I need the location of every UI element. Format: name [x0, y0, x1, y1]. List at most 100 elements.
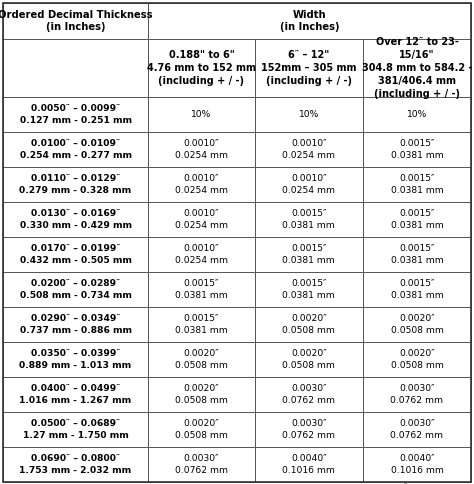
Text: Over 12″ to 23-
15/16"
304.8 mm to 584.2 -
381/406.4 mm
(including + / -): Over 12″ to 23- 15/16" 304.8 mm to 584.2…: [362, 37, 472, 99]
Bar: [255, 342, 363, 377]
Text: 0.0020″
0.0508 mm: 0.0020″ 0.0508 mm: [175, 349, 228, 370]
Text: 0.0010″
0.0254 mm: 0.0010″ 0.0254 mm: [175, 174, 228, 195]
Text: 10%: 10%: [191, 110, 211, 119]
Text: 0.0690″ – 0.0800″
1.753 mm - 2.032 mm: 0.0690″ – 0.0800″ 1.753 mm - 2.032 mm: [19, 454, 132, 475]
Text: 0.0015″
0.0381 mm: 0.0015″ 0.0381 mm: [175, 314, 228, 335]
Bar: [363, 342, 471, 377]
Text: 0.0040″
0.1016 mm: 0.0040″ 0.1016 mm: [391, 454, 443, 475]
Bar: [363, 97, 471, 132]
Text: 0.0015″
0.0381 mm: 0.0015″ 0.0381 mm: [175, 279, 228, 300]
Bar: [255, 377, 363, 412]
Text: 0.188" to 6"
4.76 mm to 152 mm
(including + / -): 0.188" to 6" 4.76 mm to 152 mm (includin…: [147, 50, 256, 86]
Bar: [255, 97, 363, 132]
Bar: [363, 377, 471, 412]
Text: 0.0500″ – 0.0689″
1.27 mm - 1.750 mm: 0.0500″ – 0.0689″ 1.27 mm - 1.750 mm: [23, 419, 128, 440]
Text: 0.0170″ – 0.0199″
0.432 mm - 0.505 mm: 0.0170″ – 0.0199″ 0.432 mm - 0.505 mm: [19, 244, 131, 265]
Text: 0.0110″ – 0.0129″
0.279 mm - 0.328 mm: 0.0110″ – 0.0129″ 0.279 mm - 0.328 mm: [19, 174, 132, 195]
Bar: [255, 447, 363, 482]
Text: 0.0020″
0.0508 mm: 0.0020″ 0.0508 mm: [283, 314, 335, 335]
Bar: [3, 447, 148, 482]
Bar: [3, 132, 148, 167]
Text: 0.0030″
0.0762 mm: 0.0030″ 0.0762 mm: [391, 419, 444, 440]
Bar: [3, 342, 148, 377]
Text: 6″ – 12"
152mm – 305 mm
(including + / -): 6″ – 12" 152mm – 305 mm (including + / -…: [261, 50, 356, 86]
Bar: [148, 132, 255, 167]
Text: 0.0015″
0.0381 mm: 0.0015″ 0.0381 mm: [283, 279, 335, 300]
Text: 0.0350″ – 0.0399″
0.889 mm - 1.013 mm: 0.0350″ – 0.0399″ 0.889 mm - 1.013 mm: [19, 349, 132, 370]
Bar: [148, 237, 255, 272]
Bar: [3, 202, 148, 237]
Bar: [148, 97, 255, 132]
Text: 0.0200″ – 0.0289″
0.508 mm - 0.734 mm: 0.0200″ – 0.0289″ 0.508 mm - 0.734 mm: [19, 279, 131, 300]
Text: Ordered Decimal Thickness
(in Inches): Ordered Decimal Thickness (in Inches): [0, 10, 153, 32]
Bar: [3, 3, 148, 39]
Bar: [255, 132, 363, 167]
Text: 10%: 10%: [407, 110, 427, 119]
Text: 0.0015″
0.0381 mm: 0.0015″ 0.0381 mm: [391, 279, 443, 300]
Bar: [363, 167, 471, 202]
Bar: [363, 39, 471, 97]
Text: 0.0400″ – 0.0499″
1.016 mm - 1.267 mm: 0.0400″ – 0.0499″ 1.016 mm - 1.267 mm: [19, 384, 132, 405]
Text: 0.0015″
0.0381 mm: 0.0015″ 0.0381 mm: [391, 209, 443, 230]
Text: 0.0010″
0.0254 mm: 0.0010″ 0.0254 mm: [175, 244, 228, 265]
Text: 0.0010″
0.0254 mm: 0.0010″ 0.0254 mm: [283, 174, 335, 195]
Text: 0.0030″
0.0762 mm: 0.0030″ 0.0762 mm: [283, 384, 335, 405]
Text: 0.0290″ – 0.0349″
0.737 mm - 0.886 mm: 0.0290″ – 0.0349″ 0.737 mm - 0.886 mm: [19, 314, 132, 335]
Text: 0.0015″
0.0381 mm: 0.0015″ 0.0381 mm: [283, 244, 335, 265]
Text: 0.0130″ – 0.0169″
0.330 mm - 0.429 mm: 0.0130″ – 0.0169″ 0.330 mm - 0.429 mm: [19, 209, 132, 230]
Bar: [3, 412, 148, 447]
Text: 0.0010″
0.0254 mm: 0.0010″ 0.0254 mm: [283, 139, 335, 160]
Text: 0.0010″
0.0254 mm: 0.0010″ 0.0254 mm: [175, 139, 228, 160]
Bar: [255, 237, 363, 272]
Bar: [148, 272, 255, 307]
Bar: [255, 272, 363, 307]
Bar: [363, 272, 471, 307]
Bar: [3, 167, 148, 202]
Bar: [255, 307, 363, 342]
Bar: [255, 412, 363, 447]
Bar: [148, 412, 255, 447]
Bar: [3, 97, 148, 132]
Text: 0.0030″
0.0762 mm: 0.0030″ 0.0762 mm: [391, 384, 444, 405]
Bar: [255, 202, 363, 237]
Bar: [363, 412, 471, 447]
Bar: [3, 237, 148, 272]
Text: ©2014 ChinaSavy: ©2014 ChinaSavy: [402, 483, 469, 484]
Bar: [363, 307, 471, 342]
Bar: [363, 237, 471, 272]
Text: 0.0100″ – 0.0109″
0.254 mm - 0.277 mm: 0.0100″ – 0.0109″ 0.254 mm - 0.277 mm: [19, 139, 132, 160]
Text: 0.0040″
0.1016 mm: 0.0040″ 0.1016 mm: [283, 454, 335, 475]
Text: 0.0020″
0.0508 mm: 0.0020″ 0.0508 mm: [391, 314, 443, 335]
Text: 0.0050″ – 0.0099″
0.127 mm - 0.251 mm: 0.0050″ – 0.0099″ 0.127 mm - 0.251 mm: [19, 104, 132, 125]
Bar: [148, 202, 255, 237]
Text: 10%: 10%: [299, 110, 319, 119]
Bar: [148, 377, 255, 412]
Bar: [255, 39, 363, 97]
Bar: [255, 167, 363, 202]
Bar: [363, 202, 471, 237]
Bar: [148, 39, 255, 97]
Text: 0.0015″
0.0381 mm: 0.0015″ 0.0381 mm: [391, 244, 443, 265]
Bar: [3, 272, 148, 307]
Bar: [363, 132, 471, 167]
Text: 0.0020″
0.0508 mm: 0.0020″ 0.0508 mm: [391, 349, 443, 370]
Text: Width
(in Inches): Width (in Inches): [280, 10, 339, 32]
Bar: [148, 3, 471, 39]
Bar: [148, 342, 255, 377]
Text: 0.0030″
0.0762 mm: 0.0030″ 0.0762 mm: [283, 419, 335, 440]
Bar: [3, 307, 148, 342]
Text: 0.0020″
0.0508 mm: 0.0020″ 0.0508 mm: [175, 384, 228, 405]
Bar: [3, 39, 148, 97]
Bar: [148, 447, 255, 482]
Bar: [3, 377, 148, 412]
Text: 0.0010″
0.0254 mm: 0.0010″ 0.0254 mm: [175, 209, 228, 230]
Bar: [363, 447, 471, 482]
Text: 0.0015″
0.0381 mm: 0.0015″ 0.0381 mm: [391, 174, 443, 195]
Bar: [148, 307, 255, 342]
Text: 0.0020″
0.0508 mm: 0.0020″ 0.0508 mm: [175, 419, 228, 440]
Text: 0.0015″
0.0381 mm: 0.0015″ 0.0381 mm: [283, 209, 335, 230]
Text: 0.0015″
0.0381 mm: 0.0015″ 0.0381 mm: [391, 139, 443, 160]
Bar: [148, 167, 255, 202]
Text: 0.0030″
0.0762 mm: 0.0030″ 0.0762 mm: [175, 454, 228, 475]
Text: 0.0020″
0.0508 mm: 0.0020″ 0.0508 mm: [283, 349, 335, 370]
